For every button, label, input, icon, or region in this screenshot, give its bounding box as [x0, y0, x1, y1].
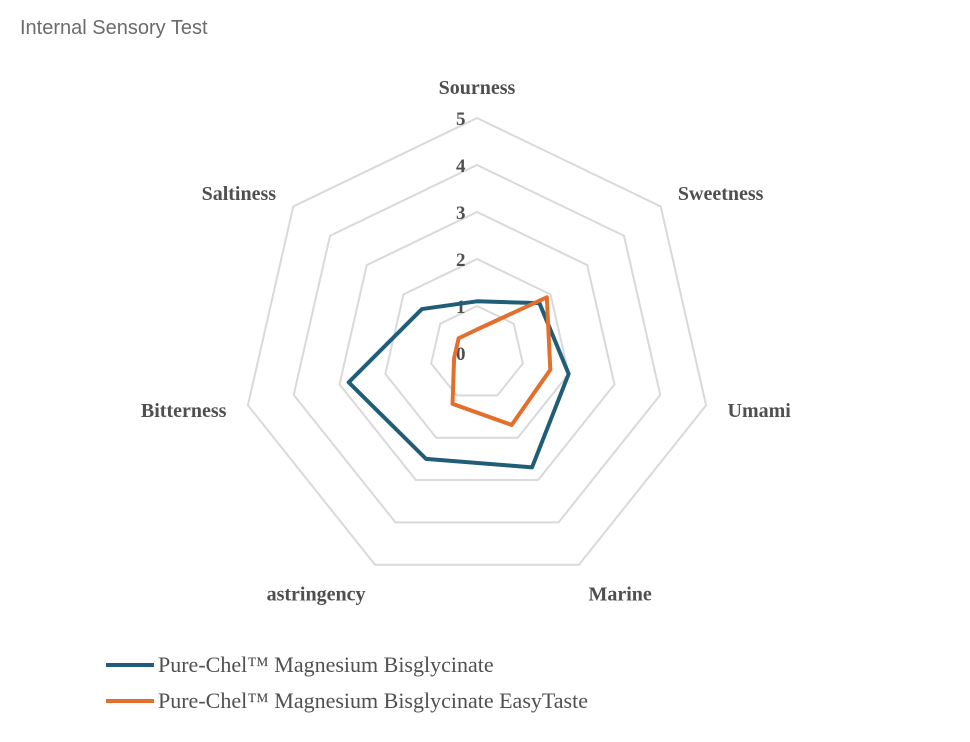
axis-label: Sourness — [439, 77, 516, 99]
legend-swatch — [106, 699, 154, 703]
legend-label: Pure-Chel™ Magnesium Bisglycinate EasyTa… — [158, 688, 588, 713]
axis-label: astringency — [267, 584, 366, 606]
axis-label: Umami — [728, 400, 792, 422]
chart-legend: Pure-Chel™ Magnesium Bisglycinate Pure-C… — [106, 647, 588, 719]
legend-label: Pure-Chel™ Magnesium Bisglycinate — [158, 652, 494, 677]
axis-labels: Sourness Sweetness Umami Marine astringency B… — [141, 77, 791, 606]
tick-label: 3 — [456, 203, 466, 224]
tick-label: 1 — [456, 297, 466, 318]
radar-series — [346, 295, 571, 470]
legend-swatch — [106, 663, 154, 667]
legend-item: Pure-Chel™ Magnesium Bisglycinate — [106, 647, 588, 683]
tick-label: 2 — [456, 250, 466, 271]
grid-ring — [292, 163, 662, 524]
radar-grid — [246, 116, 708, 566]
chart-title: Internal Sensory Test — [20, 17, 208, 39]
grid-ring — [338, 210, 616, 482]
radial-tick-labels: 0 1 2 3 4 5 — [456, 109, 466, 365]
axis-label: Bitterness — [141, 400, 227, 422]
grid-ring — [246, 116, 708, 566]
series-line — [450, 295, 553, 427]
axis-label: Saltiness — [202, 183, 277, 205]
axis-label: Sweetness — [678, 183, 764, 205]
grid-ring — [384, 257, 570, 439]
legend-item: Pure-Chel™ Magnesium Bisglycinate EasyTa… — [106, 683, 588, 719]
tick-label: 5 — [456, 109, 466, 130]
tick-label: 4 — [456, 156, 466, 177]
series-line — [346, 299, 571, 470]
axis-label: Marine — [589, 584, 652, 606]
tick-label: 0 — [456, 344, 466, 365]
grid-ring — [430, 304, 524, 397]
